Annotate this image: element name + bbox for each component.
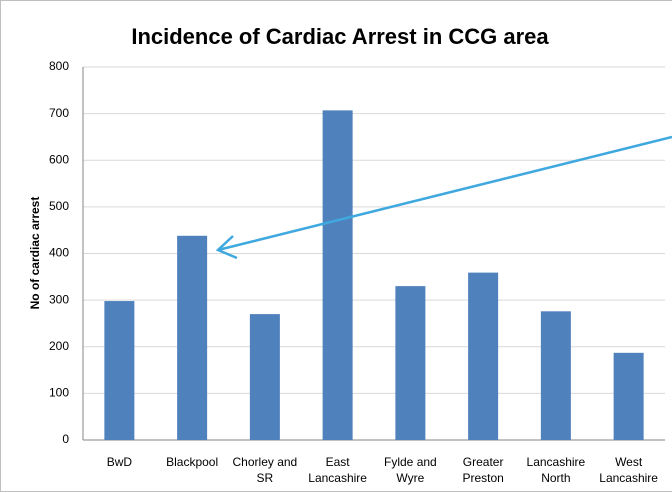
y-tick-label: 700 (49, 106, 69, 120)
chart-title: Incidence of Cardiac Arrest in CCG area (131, 24, 549, 49)
y-axis-label: No of cardiac arrest (28, 197, 42, 310)
bar (104, 301, 135, 440)
x-tick-label: Blackpool (166, 455, 219, 469)
y-tick-label: 400 (49, 246, 69, 260)
annotation-arrow (215, 135, 672, 260)
x-tick-label: Fylde and Wyre (384, 455, 437, 485)
bar (468, 272, 499, 440)
arrow-head (215, 235, 238, 260)
x-tick-label: Chorley and SR (232, 455, 298, 485)
y-tick-label: 600 (49, 152, 69, 166)
bar (613, 352, 644, 440)
y-tick-label: 500 (49, 199, 69, 213)
x-tick-label: Lancashire North (526, 455, 586, 485)
bar (540, 311, 571, 440)
x-tick-label: West Lancashire (599, 455, 658, 485)
y-tick-label: 800 (49, 59, 69, 73)
bar (395, 286, 426, 440)
y-tick-label: 300 (49, 292, 69, 306)
x-tick-label: East Lancashire (308, 455, 367, 485)
plot: 0 100 200 300 400 500 600 700 800 (49, 59, 665, 446)
x-tick-label: BwD (106, 455, 133, 469)
bar (322, 110, 353, 440)
arrow-shaft (217, 135, 672, 252)
y-tick-label: 200 (49, 339, 69, 353)
bar (249, 314, 280, 440)
x-tick-label: Greater Preston (462, 455, 504, 485)
bar (177, 235, 208, 440)
y-tick-label: 100 (49, 386, 69, 400)
y-tick-label: 0 (62, 432, 69, 446)
